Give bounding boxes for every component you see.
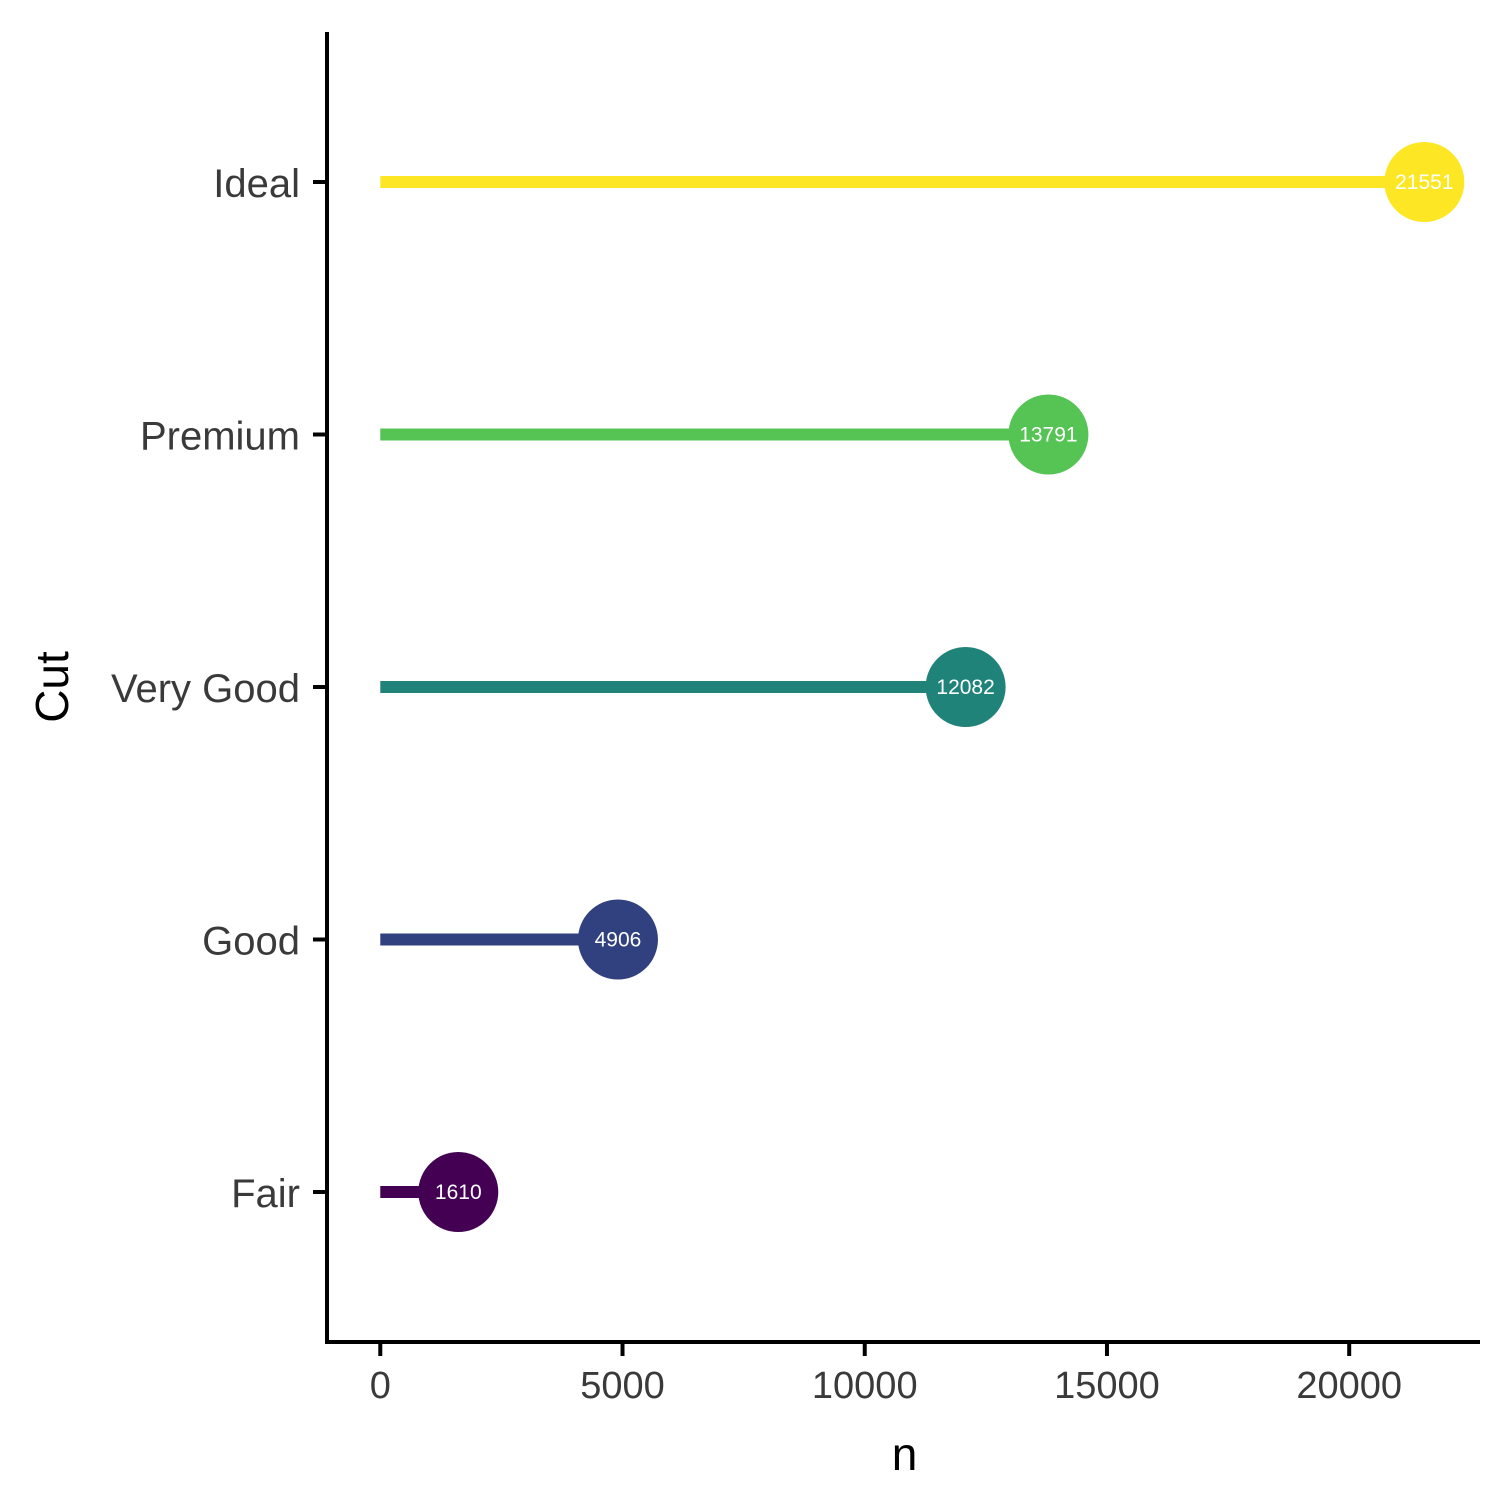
x-tick-label-4: 20000	[1296, 1365, 1402, 1407]
y-tick-label-2: Very Good	[111, 667, 300, 711]
y-axis-title: Cut	[26, 651, 78, 723]
y-tick-label-1: Good	[202, 920, 300, 964]
lollipop-point-1	[577, 899, 658, 980]
lollipop-point-2	[925, 647, 1006, 727]
point-label-2: 12082	[936, 676, 994, 699]
chart-marks: 1610 4906 12082 13791 21551	[380, 142, 1465, 1232]
point-label-4: 21551	[1395, 171, 1453, 194]
x-tick-label-3: 15000	[1054, 1365, 1160, 1407]
y-tick-label-4: Ideal	[213, 162, 300, 206]
x-tick-label-0: 0	[370, 1365, 391, 1407]
lollipop-point-4	[1384, 142, 1465, 222]
lollipop-point-3	[1008, 394, 1089, 475]
point-label-0: 1610	[435, 1181, 482, 1204]
y-tick-label-3: Premium	[140, 415, 300, 459]
x-axis-title: n	[892, 1428, 918, 1480]
x-tick-label-2: 10000	[812, 1365, 918, 1407]
point-label-1: 4906	[595, 929, 642, 952]
lollipop-point-0	[418, 1152, 499, 1232]
y-tick-label-0: Fair	[231, 1172, 300, 1216]
point-label-3: 13791	[1019, 424, 1077, 447]
y-axis: Fair Good Very Good Premium Ideal	[111, 162, 327, 1216]
x-axis: 0 5000 10000 15000 20000	[370, 1342, 1402, 1407]
x-tick-label-1: 5000	[580, 1365, 665, 1407]
